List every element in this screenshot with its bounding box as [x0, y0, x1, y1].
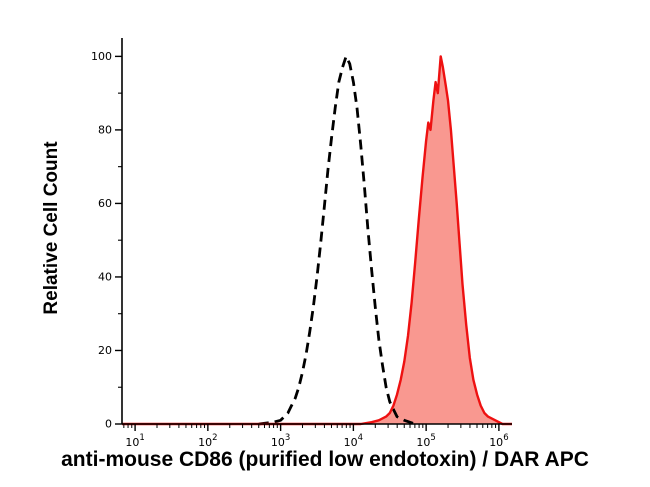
y-tick-label: 20: [98, 344, 112, 357]
y-tick-label: 60: [98, 197, 112, 210]
plot-area: 0 20 40 60 80 100 101 102 103 104 105 106: [91, 38, 512, 449]
y-axis-title: Relative Cell Count: [41, 141, 62, 315]
y-tick-label: 40: [98, 270, 112, 283]
y-tick-label: 0: [105, 418, 112, 431]
series-control-dashed-line: [258, 55, 416, 426]
y-tick-label: 100: [91, 50, 112, 63]
x-axis-title: anti-mouse CD86 (purified low endotoxin)…: [61, 448, 589, 471]
y-tick-label: 80: [98, 123, 112, 136]
x-tick-label: 104: [344, 433, 363, 449]
x-tick-label: 103: [271, 433, 290, 449]
x-tick-label: 106: [489, 433, 508, 449]
x-tick-label: 105: [416, 433, 435, 449]
series-stained-fill: [122, 56, 512, 425]
x-tick-label: 101: [125, 433, 144, 449]
x-tick-label: 102: [198, 433, 217, 449]
series-stained-line: [122, 55, 512, 426]
